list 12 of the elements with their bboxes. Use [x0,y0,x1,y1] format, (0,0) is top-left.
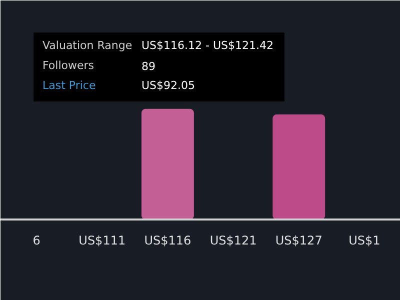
x-tick-label: US$1 [348,234,380,248]
text: Followers [42,59,94,72]
x-tick-label: US$121 [210,234,257,248]
x-tick-label: US$111 [78,234,126,248]
x-tick-label: 6 [32,234,40,248]
text: Valuation Range [42,39,132,52]
x-tick-label: US$116 [144,234,192,248]
text: 89 [142,60,156,73]
text: US$116.12 - US$121.42 [142,39,274,52]
x-tick-label: US$127 [275,234,322,248]
text: Last Price [42,79,96,92]
text: US$92.05 [142,79,196,92]
